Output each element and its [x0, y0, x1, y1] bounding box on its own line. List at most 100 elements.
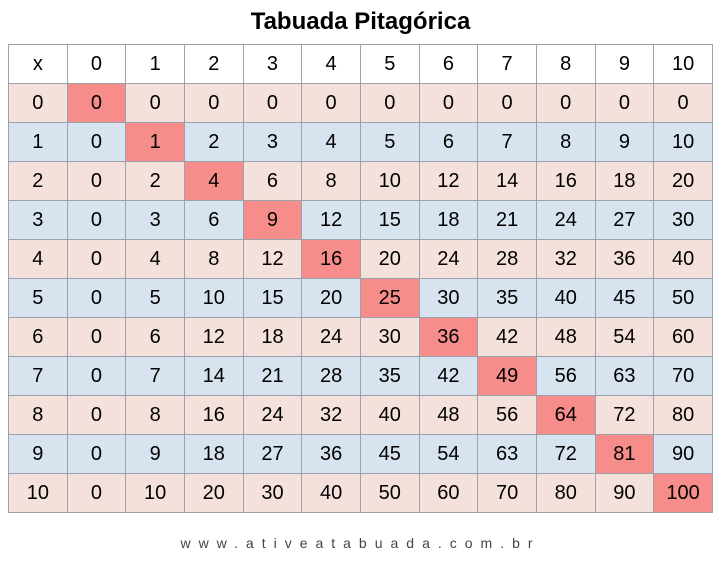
cell: 20	[360, 240, 419, 279]
cell: 24	[243, 396, 302, 435]
table-body: x012345678910000000000000101234567891020…	[9, 45, 713, 513]
col-header: 10	[654, 45, 713, 84]
cell: 0	[67, 357, 126, 396]
cell: 70	[478, 474, 537, 513]
cell: 72	[536, 435, 595, 474]
cell: 48	[419, 396, 478, 435]
cell: 3	[243, 123, 302, 162]
cell: 30	[419, 279, 478, 318]
cell: 0	[478, 84, 537, 123]
col-header: 3	[243, 45, 302, 84]
cell: 72	[595, 396, 654, 435]
cell: 54	[419, 435, 478, 474]
cell: 5	[360, 123, 419, 162]
cell: 16	[302, 240, 361, 279]
cell: 10	[654, 123, 713, 162]
cell: 21	[243, 357, 302, 396]
cell: 30	[654, 201, 713, 240]
cell: 14	[478, 162, 537, 201]
cell: 0	[67, 201, 126, 240]
cell: 18	[243, 318, 302, 357]
table-row: 505101520253035404550	[9, 279, 713, 318]
cell: 0	[67, 240, 126, 279]
header-row: x012345678910	[9, 45, 713, 84]
cell: 27	[243, 435, 302, 474]
cell: 32	[302, 396, 361, 435]
cell: 50	[360, 474, 419, 513]
cell: 6	[243, 162, 302, 201]
cell: 24	[302, 318, 361, 357]
cell: 12	[419, 162, 478, 201]
cell: 7	[126, 357, 185, 396]
table-row: 3036912151821242730	[9, 201, 713, 240]
cell: 60	[654, 318, 713, 357]
col-header: 9	[595, 45, 654, 84]
cell: 49	[478, 357, 537, 396]
table-row: 1012345678910	[9, 123, 713, 162]
cell: 60	[419, 474, 478, 513]
cell: 36	[419, 318, 478, 357]
cell: 25	[360, 279, 419, 318]
cell: 0	[67, 435, 126, 474]
cell: 12	[184, 318, 243, 357]
cell: 54	[595, 318, 654, 357]
cell: 14	[184, 357, 243, 396]
cell: 20	[184, 474, 243, 513]
row-header: 10	[9, 474, 68, 513]
cell: 10	[126, 474, 185, 513]
cell: 5	[126, 279, 185, 318]
cell: 80	[536, 474, 595, 513]
row-header: 9	[9, 435, 68, 474]
table-row: 202468101214161820	[9, 162, 713, 201]
cell: 81	[595, 435, 654, 474]
cell: 63	[478, 435, 537, 474]
col-header: 5	[360, 45, 419, 84]
cell: 48	[536, 318, 595, 357]
cell: 36	[302, 435, 361, 474]
cell: 9	[243, 201, 302, 240]
cell: 0	[67, 279, 126, 318]
cell: 12	[243, 240, 302, 279]
cell: 28	[302, 357, 361, 396]
cell: 4	[302, 123, 361, 162]
cell: 4	[184, 162, 243, 201]
row-header: 1	[9, 123, 68, 162]
cell: 30	[243, 474, 302, 513]
corner-label: x	[9, 45, 68, 84]
col-header: 8	[536, 45, 595, 84]
table-row: 808162432404856647280	[9, 396, 713, 435]
cell: 9	[126, 435, 185, 474]
cell: 56	[536, 357, 595, 396]
cell: 6	[126, 318, 185, 357]
cell: 12	[302, 201, 361, 240]
cell: 70	[654, 357, 713, 396]
cell: 40	[654, 240, 713, 279]
cell: 20	[302, 279, 361, 318]
col-header: 4	[302, 45, 361, 84]
cell: 18	[595, 162, 654, 201]
cell: 27	[595, 201, 654, 240]
cell: 0	[654, 84, 713, 123]
cell: 56	[478, 396, 537, 435]
cell: 7	[478, 123, 537, 162]
cell: 0	[536, 84, 595, 123]
cell: 4	[126, 240, 185, 279]
cell: 90	[595, 474, 654, 513]
cell: 50	[654, 279, 713, 318]
cell: 0	[67, 474, 126, 513]
cell: 6	[419, 123, 478, 162]
multiplication-table: x012345678910000000000000101234567891020…	[8, 44, 713, 513]
cell: 40	[302, 474, 361, 513]
cell: 64	[536, 396, 595, 435]
cell: 40	[360, 396, 419, 435]
cell: 1	[126, 123, 185, 162]
cell: 2	[184, 123, 243, 162]
cell: 10	[360, 162, 419, 201]
cell: 10	[184, 279, 243, 318]
cell: 0	[243, 84, 302, 123]
cell: 45	[360, 435, 419, 474]
table-row: 000000000000	[9, 84, 713, 123]
table-row: 40481216202428323640	[9, 240, 713, 279]
cell: 0	[184, 84, 243, 123]
row-header: 8	[9, 396, 68, 435]
